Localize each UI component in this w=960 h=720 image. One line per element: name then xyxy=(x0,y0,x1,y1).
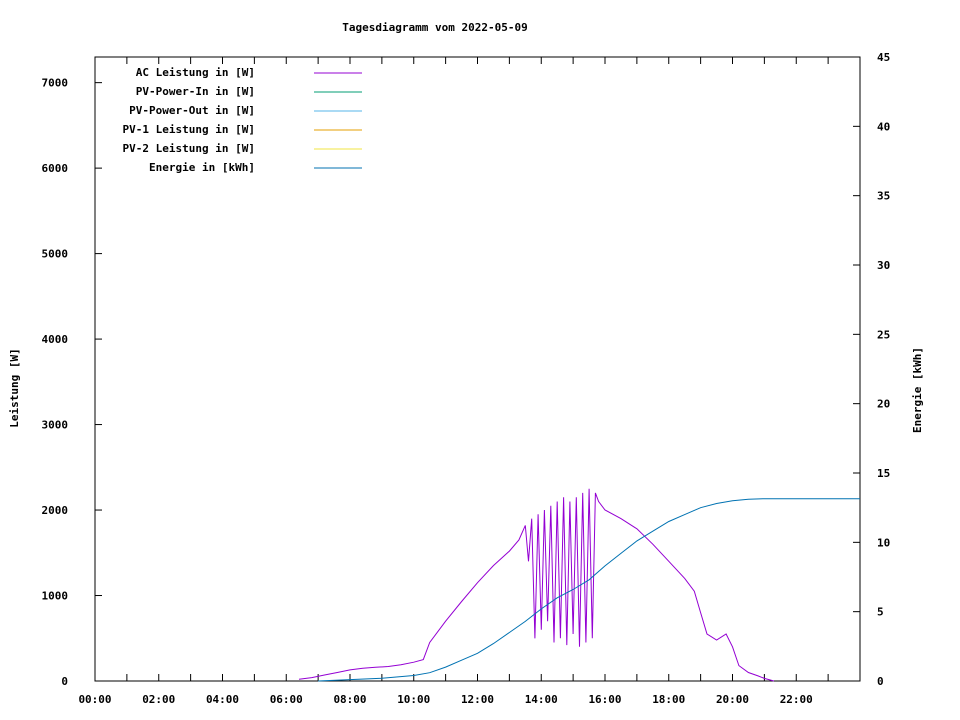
x-tick-label: 08:00 xyxy=(333,693,366,706)
y-axis-label: Leistung [W] xyxy=(8,348,21,427)
legend-label: PV-1 Leistung in [W] xyxy=(123,123,255,136)
y-tick-label: 0 xyxy=(61,675,68,688)
y2-tick-label: 5 xyxy=(877,606,884,619)
x-tick-label: 18:00 xyxy=(652,693,685,706)
legend-label: PV-Power-Out in [W] xyxy=(129,104,255,117)
y-axis-right: 0 5 10 15 20 25 30 35 40 45 xyxy=(853,51,890,688)
series-layer xyxy=(298,488,860,682)
x-tick-label: 20:00 xyxy=(716,693,749,706)
x-tick-label: 00:00 xyxy=(78,693,111,706)
y2-tick-label: 25 xyxy=(877,328,890,341)
x-tick-label: 04:00 xyxy=(206,693,239,706)
x-tick-label: 14:00 xyxy=(525,693,558,706)
y2-tick-label: 40 xyxy=(877,120,890,133)
y2-tick-label: 30 xyxy=(877,259,890,272)
x-tick-label: 06:00 xyxy=(270,693,303,706)
y2-tick-label: 20 xyxy=(877,398,890,411)
legend-label: AC Leistung in [W] xyxy=(136,66,255,79)
y-tick-label: 3000 xyxy=(42,419,69,432)
legend-label: Energie in [kWh] xyxy=(149,161,255,174)
y2-tick-label: 15 xyxy=(877,467,890,480)
y-axis-left: 0 1000 2000 3000 4000 5000 6000 7000 xyxy=(42,77,102,688)
x-axis: 00:00 02:00 04:00 06:00 08:00 10:00 12:00 14:00… xyxy=(78,57,861,706)
legend-label: PV-Power-In in [W] xyxy=(136,85,255,98)
y2-tick-label: 0 xyxy=(877,675,884,688)
y2-tick-label: 35 xyxy=(877,190,890,203)
y2-tick-label: 10 xyxy=(877,536,890,549)
chart-title: Tagesdiagramm vom 2022-05-09 xyxy=(342,21,527,34)
x-tick-label: 12:00 xyxy=(461,693,494,706)
y-tick-label: 2000 xyxy=(42,504,69,517)
y-tick-label: 4000 xyxy=(42,333,69,346)
series-line-5 xyxy=(318,498,860,682)
x-tick-label: 22:00 xyxy=(780,693,813,706)
legend-label: PV-2 Leistung in [W] xyxy=(123,142,255,155)
y-tick-label: 1000 xyxy=(42,590,69,603)
x-tick-label: 02:00 xyxy=(142,693,175,706)
series-line-0 xyxy=(298,488,775,682)
x-tick-label: 10:00 xyxy=(397,693,430,706)
y-tick-label: 7000 xyxy=(42,77,69,90)
y-tick-label: 6000 xyxy=(42,162,69,175)
legend: AC Leistung in [W] PV-Power-In in [W] PV-P… xyxy=(123,66,362,174)
y2-axis-label: Energie [kWh] xyxy=(911,347,924,433)
x-tick-label: 16:00 xyxy=(588,693,621,706)
y-tick-label: 5000 xyxy=(42,248,69,261)
y2-tick-label: 45 xyxy=(877,51,890,64)
